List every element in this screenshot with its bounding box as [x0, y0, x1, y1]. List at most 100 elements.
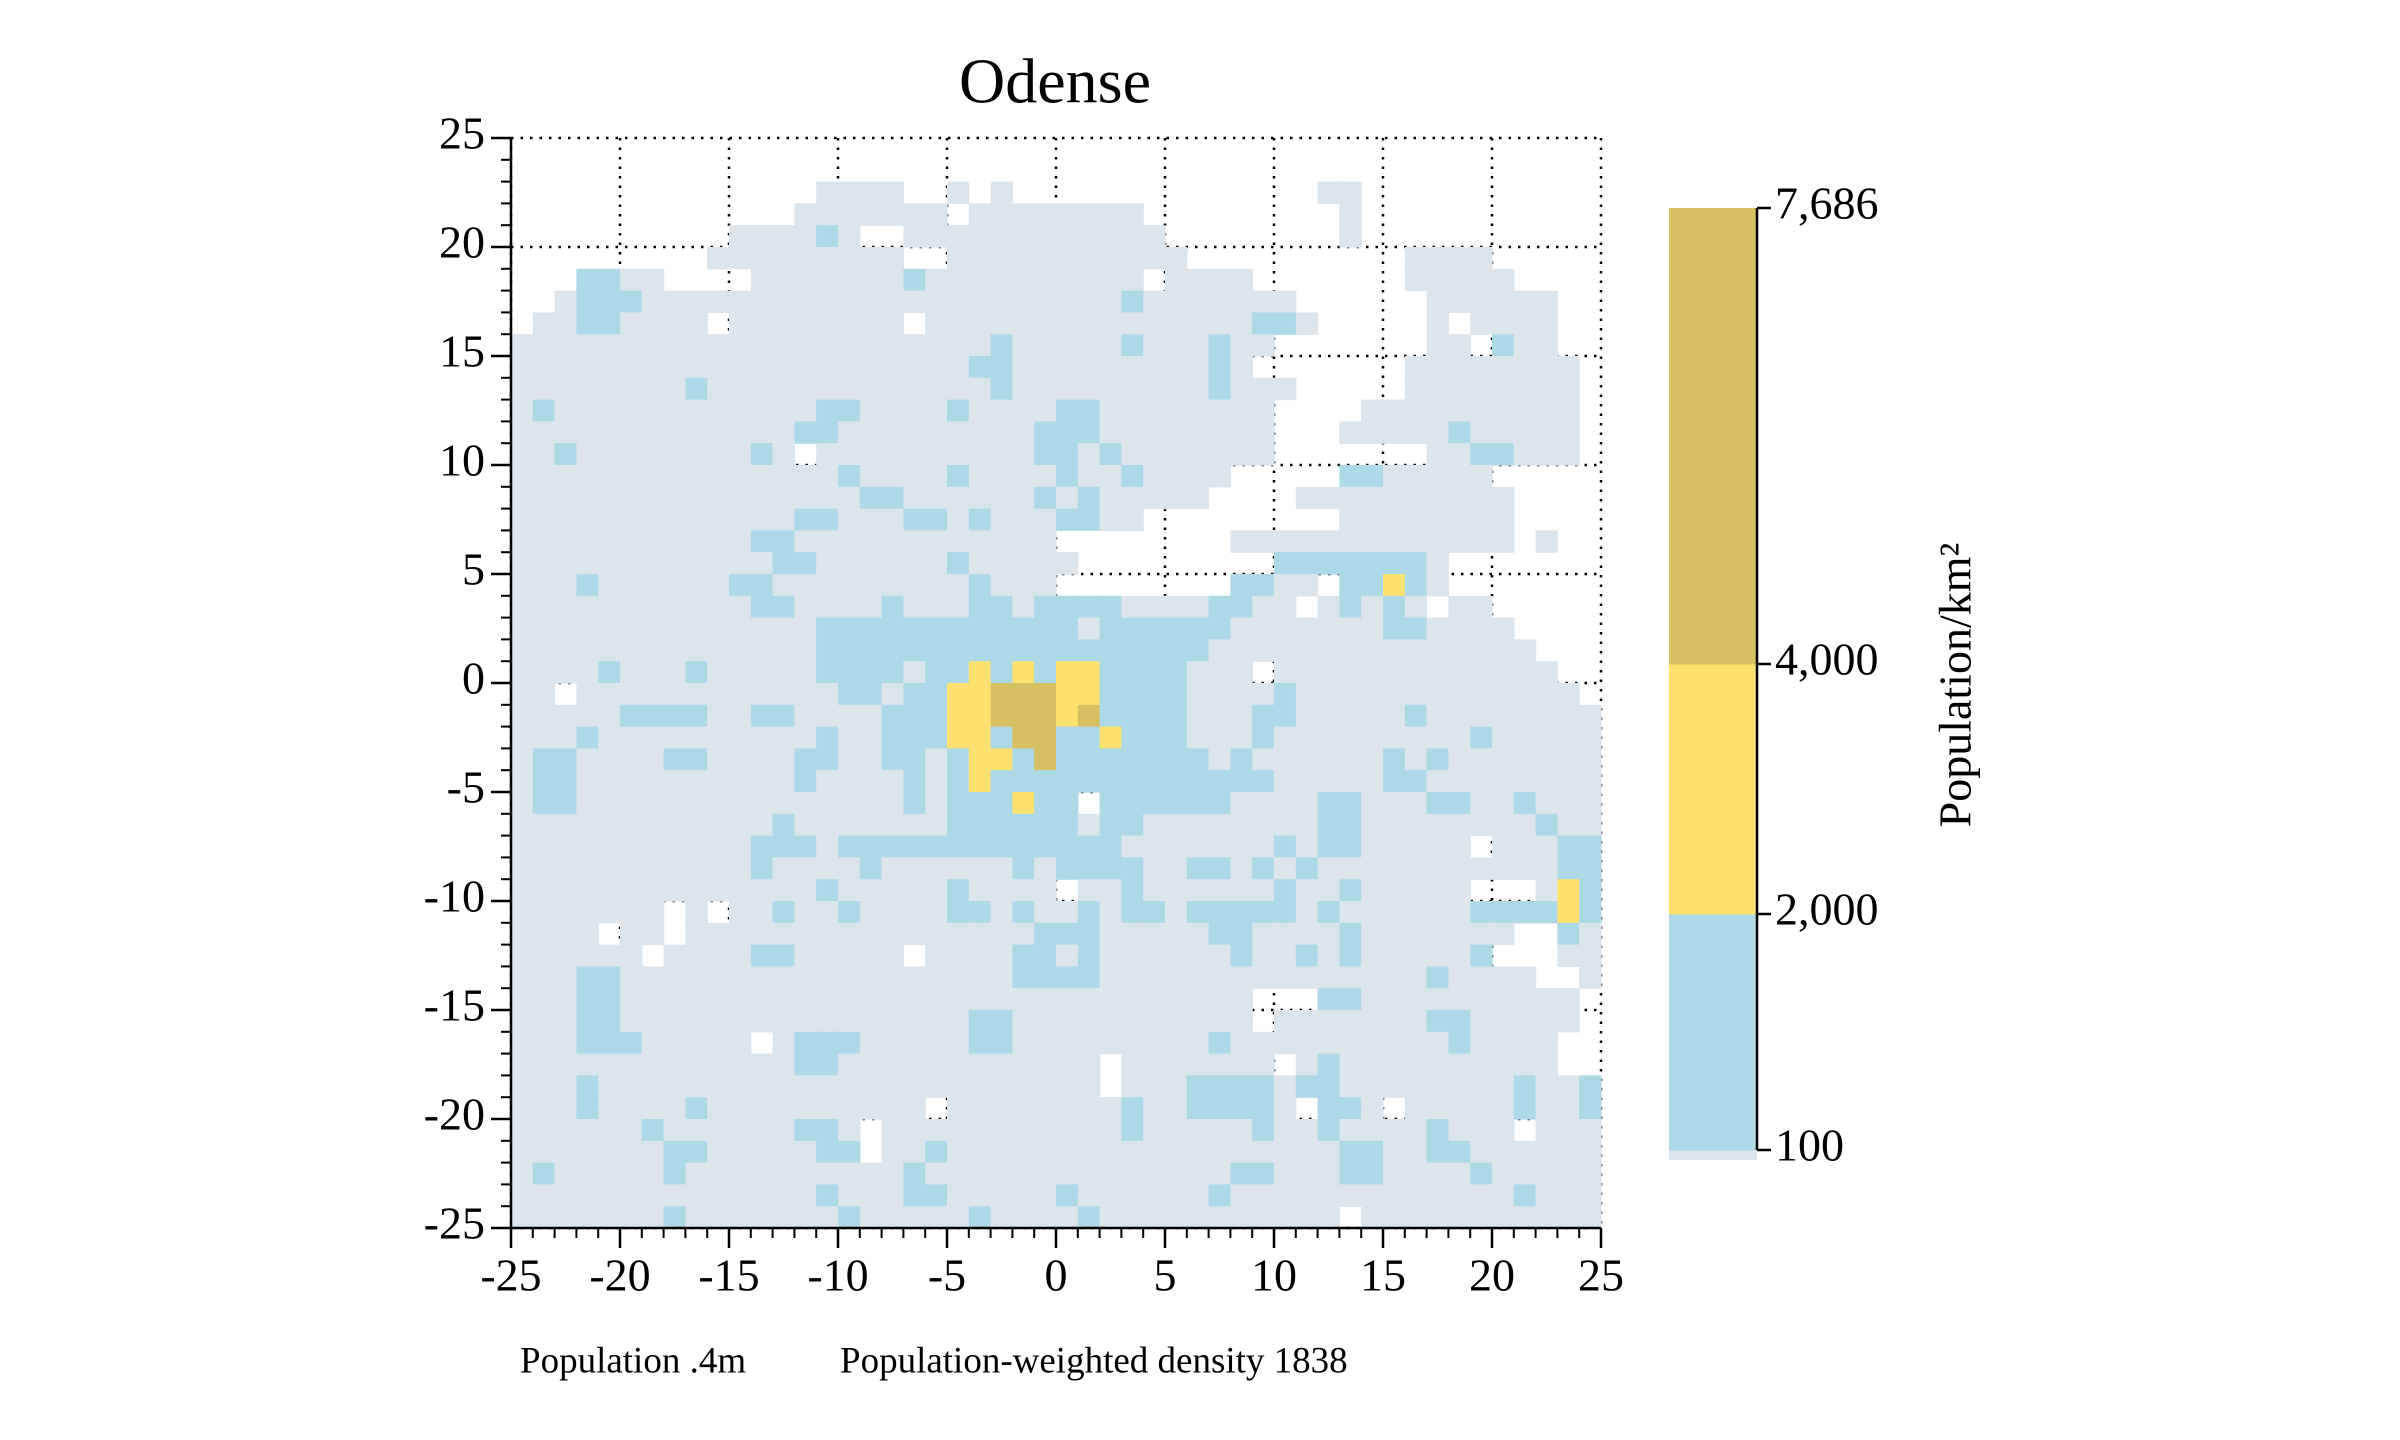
heatmap-cell: [554, 595, 577, 619]
heatmap-cell: [707, 356, 730, 379]
heatmap-cell: [685, 966, 708, 989]
heatmap-cell: [729, 1119, 752, 1142]
heatmap-cell: [729, 334, 752, 357]
heatmap-cell: [968, 312, 992, 335]
heatmap-cell: [641, 813, 665, 837]
heatmap-cell: [1448, 247, 1471, 270]
heatmap-cell: [838, 748, 861, 771]
heatmap-cell: [903, 639, 926, 662]
heatmap-cell: [1383, 399, 1406, 422]
heatmap-cell: [532, 1075, 556, 1098]
heatmap-cell: [968, 617, 992, 640]
heatmap-cell: [881, 334, 904, 357]
heatmap-cell: [1295, 1053, 1319, 1076]
heatmap-cell: [1513, 901, 1537, 924]
heatmap-cell: [554, 988, 577, 1011]
heatmap-cell: [1165, 639, 1188, 662]
heatmap-cell: [685, 443, 708, 466]
heatmap-cell: [1056, 1053, 1079, 1076]
heatmap-cell: [1099, 813, 1122, 837]
heatmap-cell: [772, 966, 795, 989]
heatmap-cell: [794, 617, 817, 640]
heatmap-cell: [1426, 792, 1449, 815]
heatmap-cell: [772, 922, 795, 946]
heatmap-cell: [1012, 486, 1035, 510]
heatmap-cell: [816, 748, 839, 771]
heatmap-cell: [859, 944, 883, 967]
heatmap-cell: [1012, 247, 1035, 270]
heatmap-cell: [620, 1162, 643, 1185]
heatmap-cell: [1404, 661, 1428, 684]
heatmap-cell: [685, 486, 708, 510]
heatmap-cell: [1579, 966, 1602, 989]
heatmap-cell: [1056, 399, 1079, 422]
heatmap-cell: [1165, 312, 1188, 335]
heatmap-cell: [816, 1097, 839, 1120]
heatmap-cell: [641, 1119, 665, 1142]
heatmap-cell: [750, 1097, 774, 1120]
heatmap-cell: [1361, 726, 1384, 749]
heatmap-cell: [1579, 857, 1602, 880]
heatmap-cell: [1165, 1140, 1188, 1164]
heatmap-cell: [794, 661, 817, 684]
heatmap-cell: [1317, 835, 1340, 858]
heatmap-cell: [1513, 1162, 1537, 1185]
heatmap-cell: [838, 312, 861, 335]
heatmap-cell: [772, 530, 795, 553]
heatmap-cell: [1295, 574, 1319, 597]
heatmap-cell: [554, 704, 577, 728]
heatmap-cell: [1056, 312, 1079, 335]
heatmap-cell: [903, 399, 926, 422]
heatmap-cell: [1404, 356, 1428, 379]
heatmap-cell: [1252, 530, 1275, 553]
heatmap-cell: [1361, 552, 1384, 575]
heatmap-cell: [1470, 1184, 1493, 1207]
heatmap-cell: [1252, 312, 1275, 335]
heatmap-cell: [1165, 1097, 1188, 1120]
heatmap-cell: [1295, 792, 1319, 815]
heatmap-cell: [816, 726, 839, 749]
heatmap-cell: [1513, 1031, 1537, 1055]
heatmap-cell: [794, 356, 817, 379]
heatmap-cell: [1186, 465, 1210, 488]
heatmap-cell: [1077, 1206, 1101, 1229]
heatmap-cell: [968, 268, 992, 292]
heatmap-cell: [576, 356, 599, 379]
heatmap-cell: [598, 748, 621, 771]
heatmap-cell: [925, 901, 948, 924]
heatmap-cell: [772, 770, 795, 793]
heatmap-cell: [685, 835, 708, 858]
heatmap-cell: [1230, 421, 1253, 444]
heatmap-cell: [1099, 792, 1122, 815]
heatmap-cell: [1470, 421, 1493, 444]
heatmap-cell: [1579, 1206, 1602, 1229]
heatmap-cell: [685, 1053, 708, 1076]
heatmap-cell: [1099, 966, 1122, 989]
heatmap-cell: [1143, 1184, 1166, 1207]
heatmap-cell: [1077, 683, 1101, 706]
heatmap-cell: [707, 1206, 730, 1229]
heatmap-cell: [1012, 857, 1035, 880]
heatmap-cell: [1448, 443, 1471, 466]
heatmap-cell: [947, 399, 970, 422]
heatmap-cell: [620, 988, 643, 1011]
heatmap-cell: [1077, 1184, 1101, 1207]
heatmap-cell: [838, 225, 861, 248]
heatmap-cell: [772, 639, 795, 662]
heatmap-cell: [1099, 1097, 1122, 1120]
heatmap-cell: [1426, 486, 1449, 510]
heatmap-cell: [1404, 835, 1428, 858]
heatmap-cell: [663, 857, 686, 880]
heatmap-cell: [1165, 465, 1188, 488]
heatmap-cell: [1077, 639, 1101, 662]
heatmap-cell: [838, 726, 861, 749]
heatmap-cell: [1143, 1162, 1166, 1185]
heatmap-cell: [881, 1140, 904, 1164]
heatmap-cell: [947, 1119, 970, 1142]
heatmap-cell: [532, 1119, 556, 1142]
heatmap-cell: [1208, 726, 1231, 749]
heatmap-cell: [859, 486, 883, 510]
heatmap-cell: [729, 574, 752, 597]
y-tick-label: 0: [462, 653, 485, 704]
